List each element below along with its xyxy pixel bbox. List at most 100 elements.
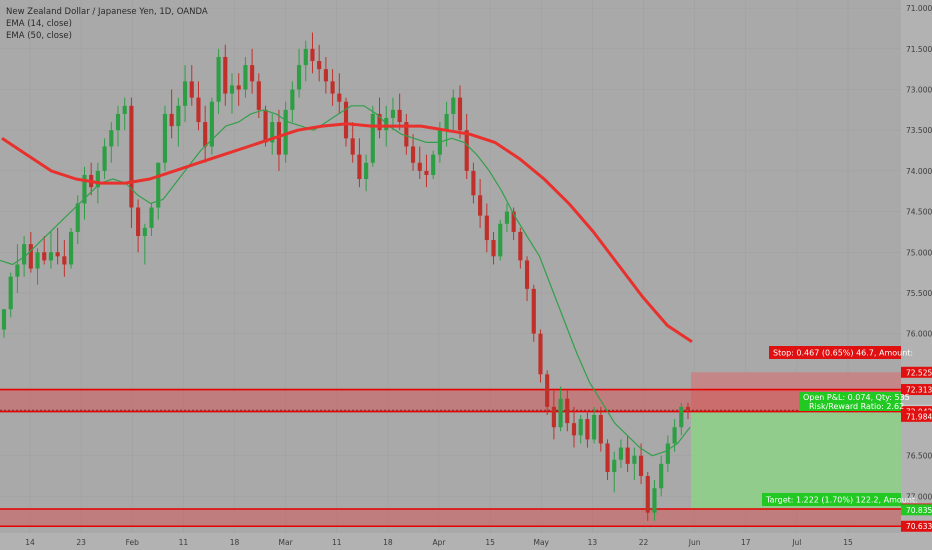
candle-body [571,423,577,436]
candle-body [142,227,147,236]
time-tick-label: Jul [791,538,801,547]
candle-body [156,162,161,208]
candle-body [431,154,436,175]
time-tick-label: Jun [688,538,701,547]
candle-body [511,211,516,232]
time-tick-label: 18 [383,538,393,547]
legend-symbol: New Zealand Dollar / Japanese Yen, 1D, O… [6,7,208,17]
candle-body [337,93,342,102]
candle-body [42,252,47,261]
candle-body [478,195,483,216]
time-tick-label: 11 [332,538,342,547]
price-tag-box [901,410,932,422]
candle-body [15,264,20,277]
time-tick-label: Apr [433,538,447,547]
candle-body [638,455,644,477]
candle-body [122,105,127,114]
candle-body [102,146,107,171]
candle-body [498,223,503,257]
time-axis-background [0,533,932,550]
candle-body [598,415,603,444]
candle-body [504,211,510,224]
candle-body [196,97,201,123]
legend-ema-fast: EMA (14, close) [6,19,72,29]
candle-body [404,122,409,147]
price-tag-label: 70.835 [906,506,932,515]
candle-body [229,85,235,94]
candle-body [95,170,100,188]
candle-body [55,252,60,257]
candle-body [545,374,550,407]
candle-body [632,455,637,464]
price-tag-box [901,384,932,396]
candle-body [645,476,650,513]
level-bands [0,388,901,528]
candle-body [592,415,597,440]
price-tick-label: 74.500 [906,208,932,217]
candle-body [296,65,302,90]
candle-body [290,89,295,110]
stop-info-label: Stop: 0.467 (0.65%) 46.7, Amount: [773,349,913,358]
candle-body [659,463,664,489]
candle-body [136,207,141,236]
candle-body [109,130,114,147]
candle-body [149,207,154,228]
price-tag-box [901,520,932,532]
candle-body [578,419,583,436]
stop-info-box[interactable] [769,346,901,359]
candle-body [531,288,536,334]
price-tick-label: 76.500 [906,452,932,461]
price-axis-background [901,0,932,550]
candle-body [8,276,13,310]
time-tick-label: 18 [230,538,240,547]
candle-body [558,398,563,428]
candle-body [250,65,255,82]
price-tag-box [901,504,932,516]
legend-ema-slow: EMA (50, close) [6,31,72,41]
time-tick-label: 15 [485,538,495,547]
open-pl-box[interactable] [799,392,901,411]
axis-layer: 77.000 76.500 76.000 75.500 75.000 74.500 74.0… [25,4,932,547]
price-tick-label: 75.500 [906,289,932,298]
candle-body [457,97,463,131]
candle-body [652,488,657,513]
candle-body [216,56,221,102]
candle-body [390,109,396,118]
time-tick-label: Feb [126,538,140,547]
candle-body [444,113,449,131]
price-tick-label: 74.000 [906,167,932,176]
candle-body [350,138,355,155]
candle-body [62,256,67,265]
risk-reward-label: Risk/Reward Ratio: 2.62 [809,402,904,411]
resistance-band [0,389,901,412]
candle-body [323,69,328,82]
candle-body [283,109,288,155]
candle-body [484,215,489,241]
candle-body [209,101,214,147]
candle-body [28,244,33,269]
open-pl-label: Open P&L: 0.074, Qty: 535 [803,393,910,402]
price-tick-label: 71.000 [906,4,932,13]
candle-body [625,447,630,464]
candle-body [82,174,87,204]
candle-body [236,85,241,90]
price-tag-label: 72.525 [906,368,932,377]
candle-body [270,122,275,143]
candle-body [471,170,476,196]
target-info-box[interactable] [762,493,901,506]
candle-body [310,48,315,62]
candle-body [162,113,168,163]
candle-body [256,81,261,110]
time-tick-label: May [533,538,549,547]
price-tick-label: 73.000 [906,86,932,95]
time-tick-label: 22 [639,538,649,547]
candle-body [679,406,684,428]
support-band [0,508,901,527]
candle-body [685,406,691,411]
candle-body [1,309,7,330]
candle-body [370,113,375,163]
candle-body [551,406,556,428]
candle-body [303,48,308,66]
